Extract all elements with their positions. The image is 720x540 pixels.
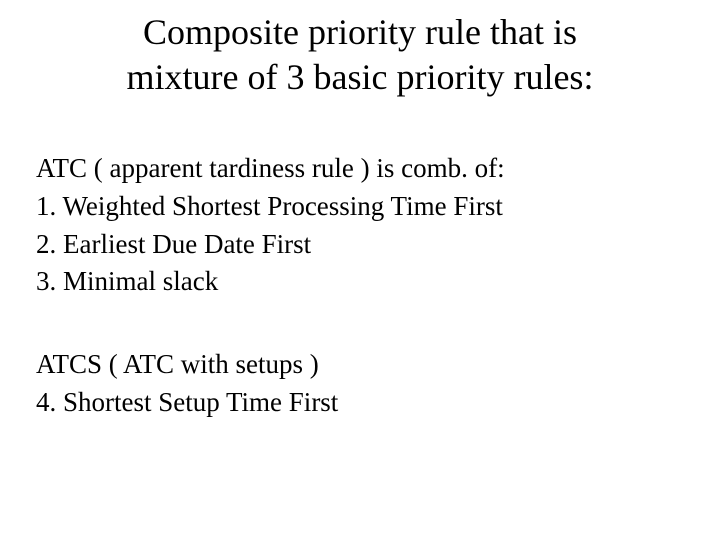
atc-intro: ATC ( apparent tardiness rule ) is comb.… xyxy=(36,150,684,188)
atc-item-3: 3. Minimal slack xyxy=(36,263,684,301)
atcs-intro: ATCS ( ATC with setups ) xyxy=(36,346,684,384)
title-line-2: mixture of 3 basic priority rules: xyxy=(36,55,684,100)
atcs-block: ATCS ( ATC with setups ) 4. Shortest Set… xyxy=(36,346,684,422)
title-line-1: Composite priority rule that is xyxy=(36,10,684,55)
slide-title: Composite priority rule that is mixture … xyxy=(36,10,684,100)
atc-item-1: 1. Weighted Shortest Processing Time Fir… xyxy=(36,188,684,226)
atc-item-2: 2. Earliest Due Date First xyxy=(36,226,684,264)
atc-block: ATC ( apparent tardiness rule ) is comb.… xyxy=(36,150,684,301)
atcs-item-4: 4. Shortest Setup Time First xyxy=(36,384,684,422)
slide-container: Composite priority rule that is mixture … xyxy=(0,0,720,540)
